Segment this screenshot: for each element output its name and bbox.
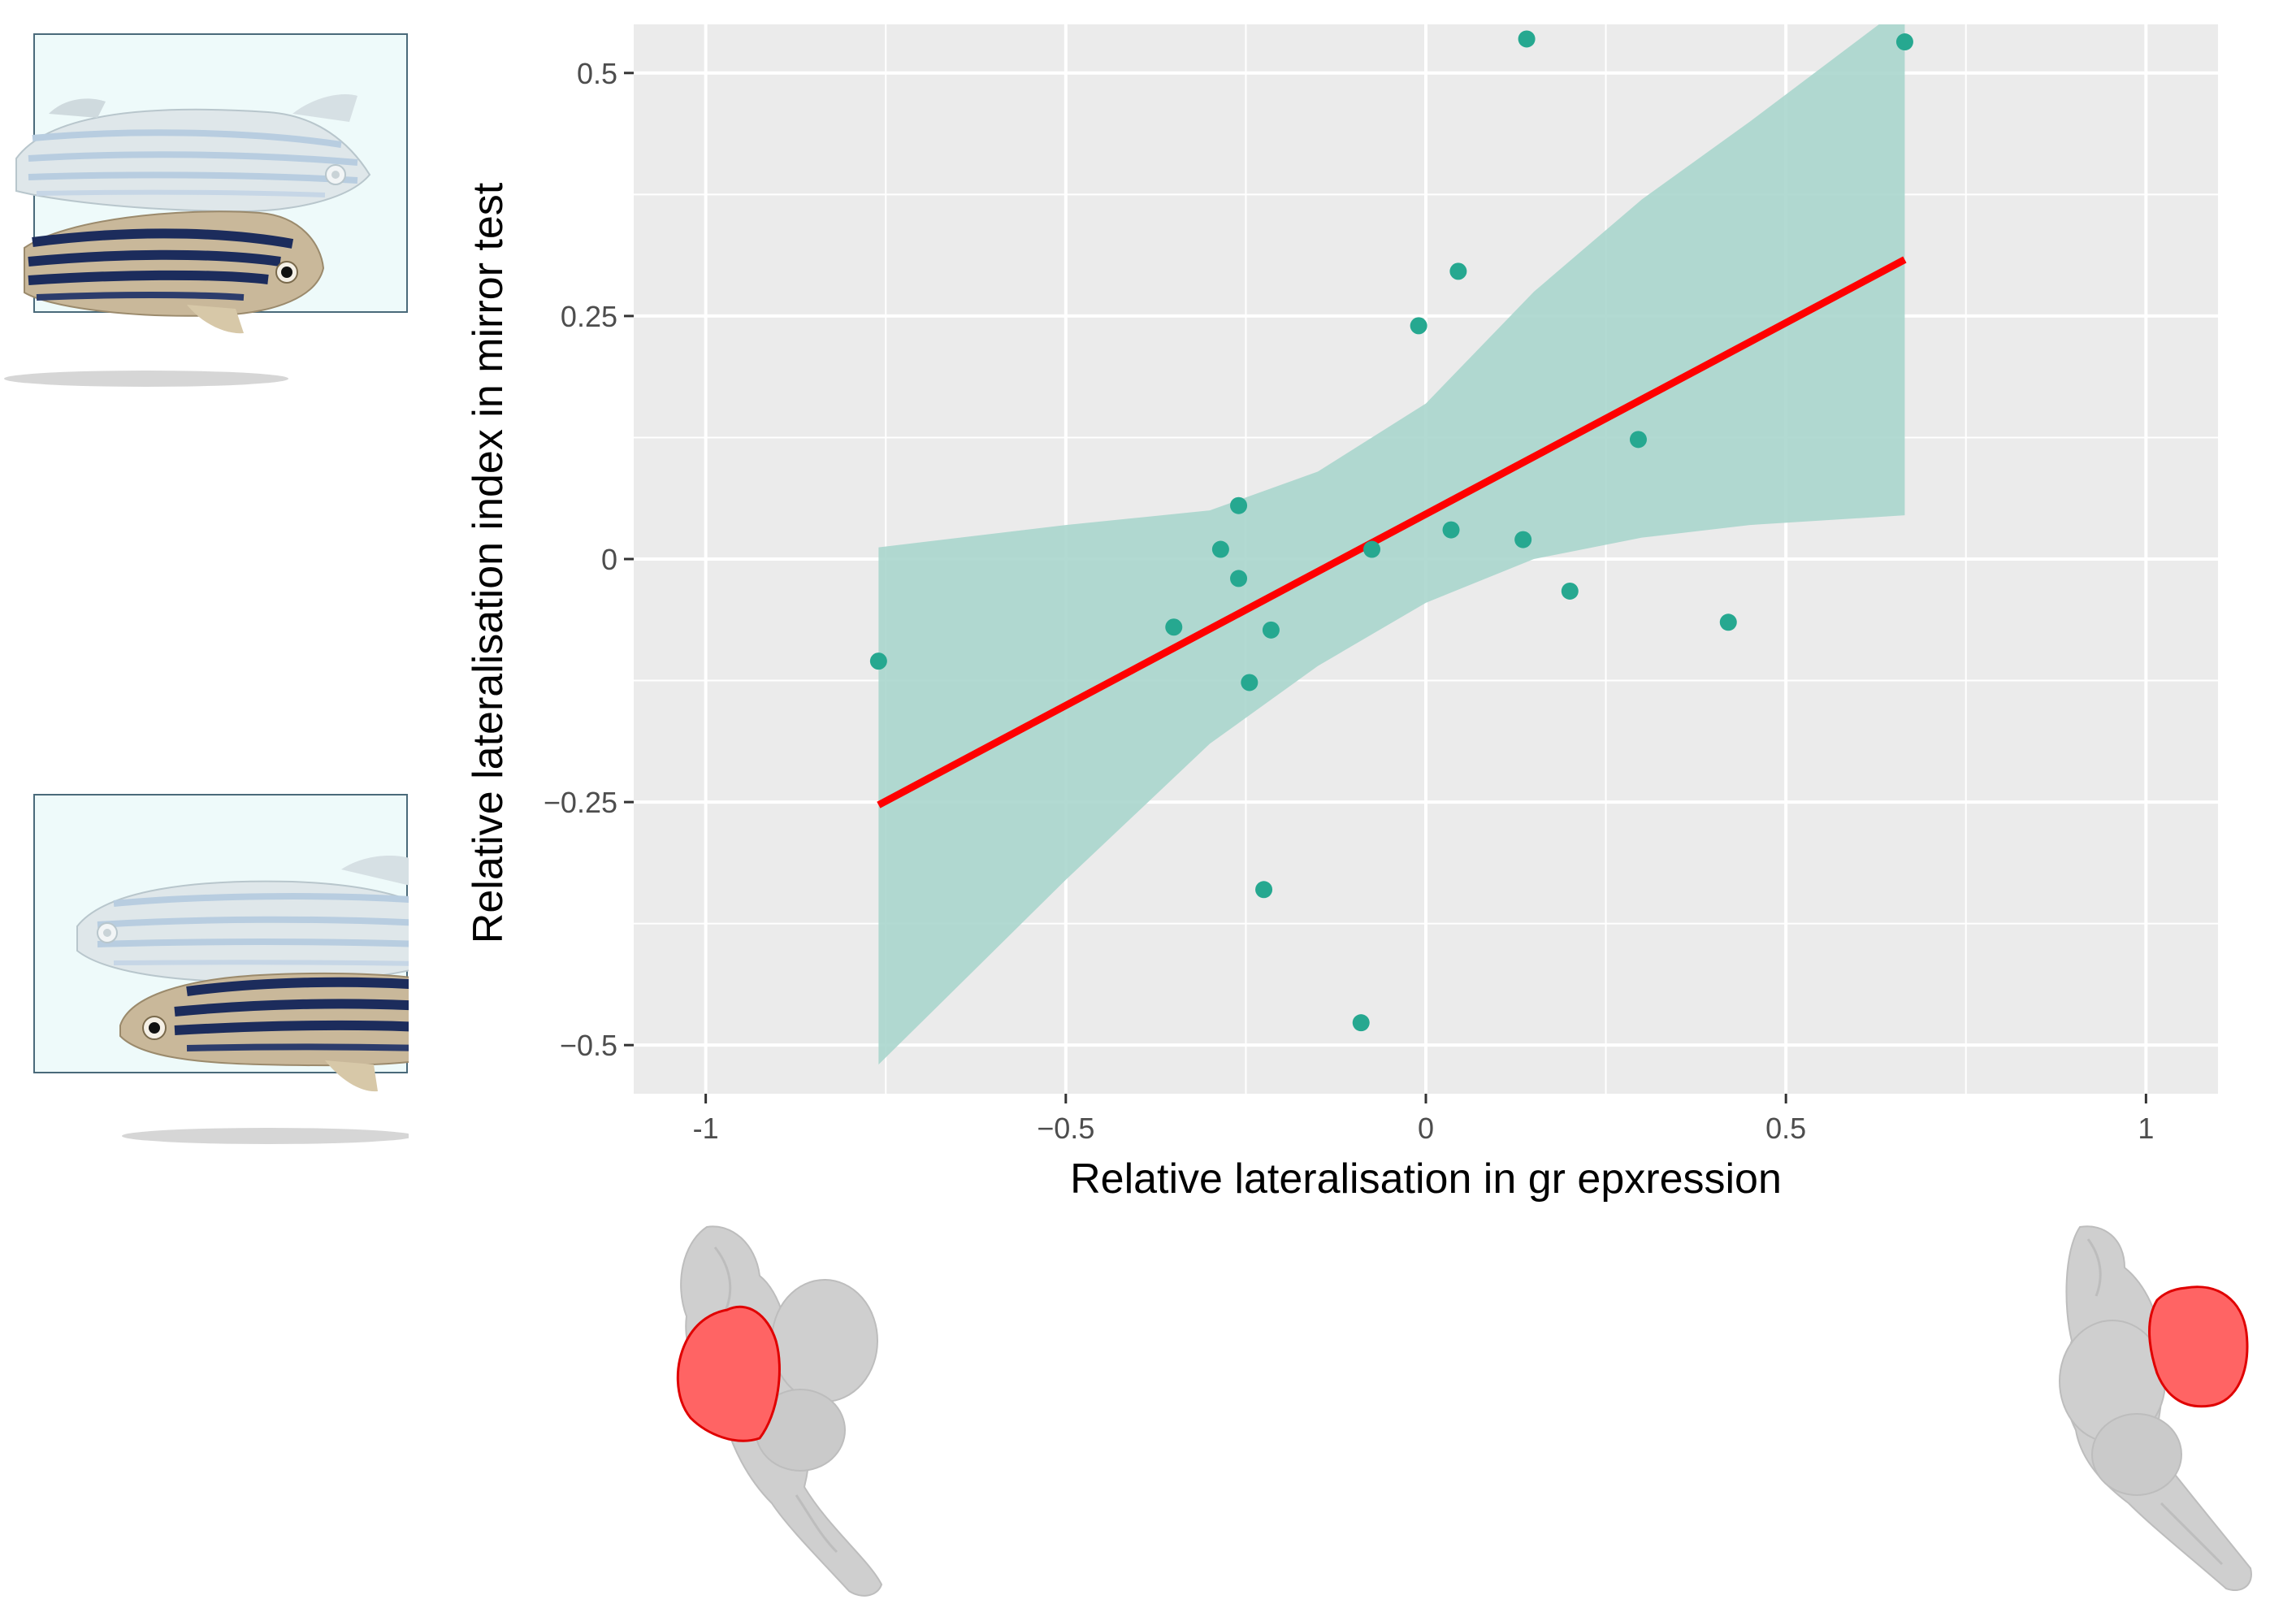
x-tick-label: 0.5: [1765, 1112, 1806, 1145]
data-point: [1230, 570, 1248, 587]
data-point: [1561, 582, 1579, 600]
zebrafish-icon: [24, 210, 325, 334]
zebrafish-brain-left-highlight-icon: [676, 1225, 883, 1597]
zebrafish-brain-right-highlight-icon: [2059, 1225, 2252, 1591]
confidence-band: [878, 24, 1905, 1065]
shadow-ellipse: [122, 1128, 409, 1144]
y-axis-title: Relative lateralisation index in mirror …: [465, 182, 512, 943]
x-tick-label: -1: [693, 1112, 719, 1145]
data-point: [1262, 621, 1280, 639]
shadow-ellipse: [4, 371, 288, 387]
data-point: [1241, 674, 1258, 691]
y-tick-label: 0.5: [577, 57, 617, 90]
data-point: [1514, 531, 1532, 548]
zebrafish-icon: [119, 972, 409, 1092]
data-point: [1719, 613, 1737, 631]
data-point: [1165, 618, 1183, 636]
data-point: [1629, 431, 1647, 449]
data-point: [1895, 33, 1913, 51]
data-point: [1230, 496, 1248, 514]
reflection-fish-icon: [15, 94, 371, 213]
y-tick-label: 0: [601, 543, 617, 576]
fish-mirror-test-icon-top: [4, 33, 408, 387]
highlight-region: [676, 1305, 781, 1442]
data-point: [1363, 540, 1381, 558]
highlight-region: [2148, 1285, 2249, 1408]
data-point: [1442, 521, 1460, 539]
data-point: [1255, 881, 1273, 899]
data-point: [1352, 1014, 1370, 1032]
data-point: [1211, 540, 1229, 558]
data-point: [1449, 262, 1467, 280]
x-axis-ticks: -1 −0.5 0 0.5 1: [693, 1094, 2154, 1145]
x-axis-title: Relative lateralisation in gr epxression: [1070, 1155, 1782, 1203]
grid-major-lines: [634, 24, 2218, 1094]
data-points: [869, 30, 1913, 1032]
scatter-plot: -1 −0.5 0 0.5 1 −0.5 −0.25 0 0.25 0.5 Relative l…: [465, 24, 2218, 1203]
data-point: [1410, 317, 1427, 335]
x-tick-label: −0.5: [1037, 1112, 1094, 1145]
y-axis-ticks: −0.5 −0.25 0 0.25 0.5: [544, 57, 634, 1062]
data-point: [1518, 30, 1536, 48]
regression-line: [877, 256, 1907, 808]
y-tick-label: −0.25: [544, 786, 617, 819]
fish-mirror-test-icon-bottom: [33, 794, 409, 1144]
y-tick-label: 0.25: [561, 300, 617, 333]
reflection-fish-icon: [76, 856, 409, 983]
data-point: [869, 652, 887, 670]
x-tick-label: 1: [2138, 1112, 2154, 1145]
x-tick-label: 0: [1418, 1112, 1434, 1145]
y-tick-label: −0.5: [560, 1029, 617, 1062]
